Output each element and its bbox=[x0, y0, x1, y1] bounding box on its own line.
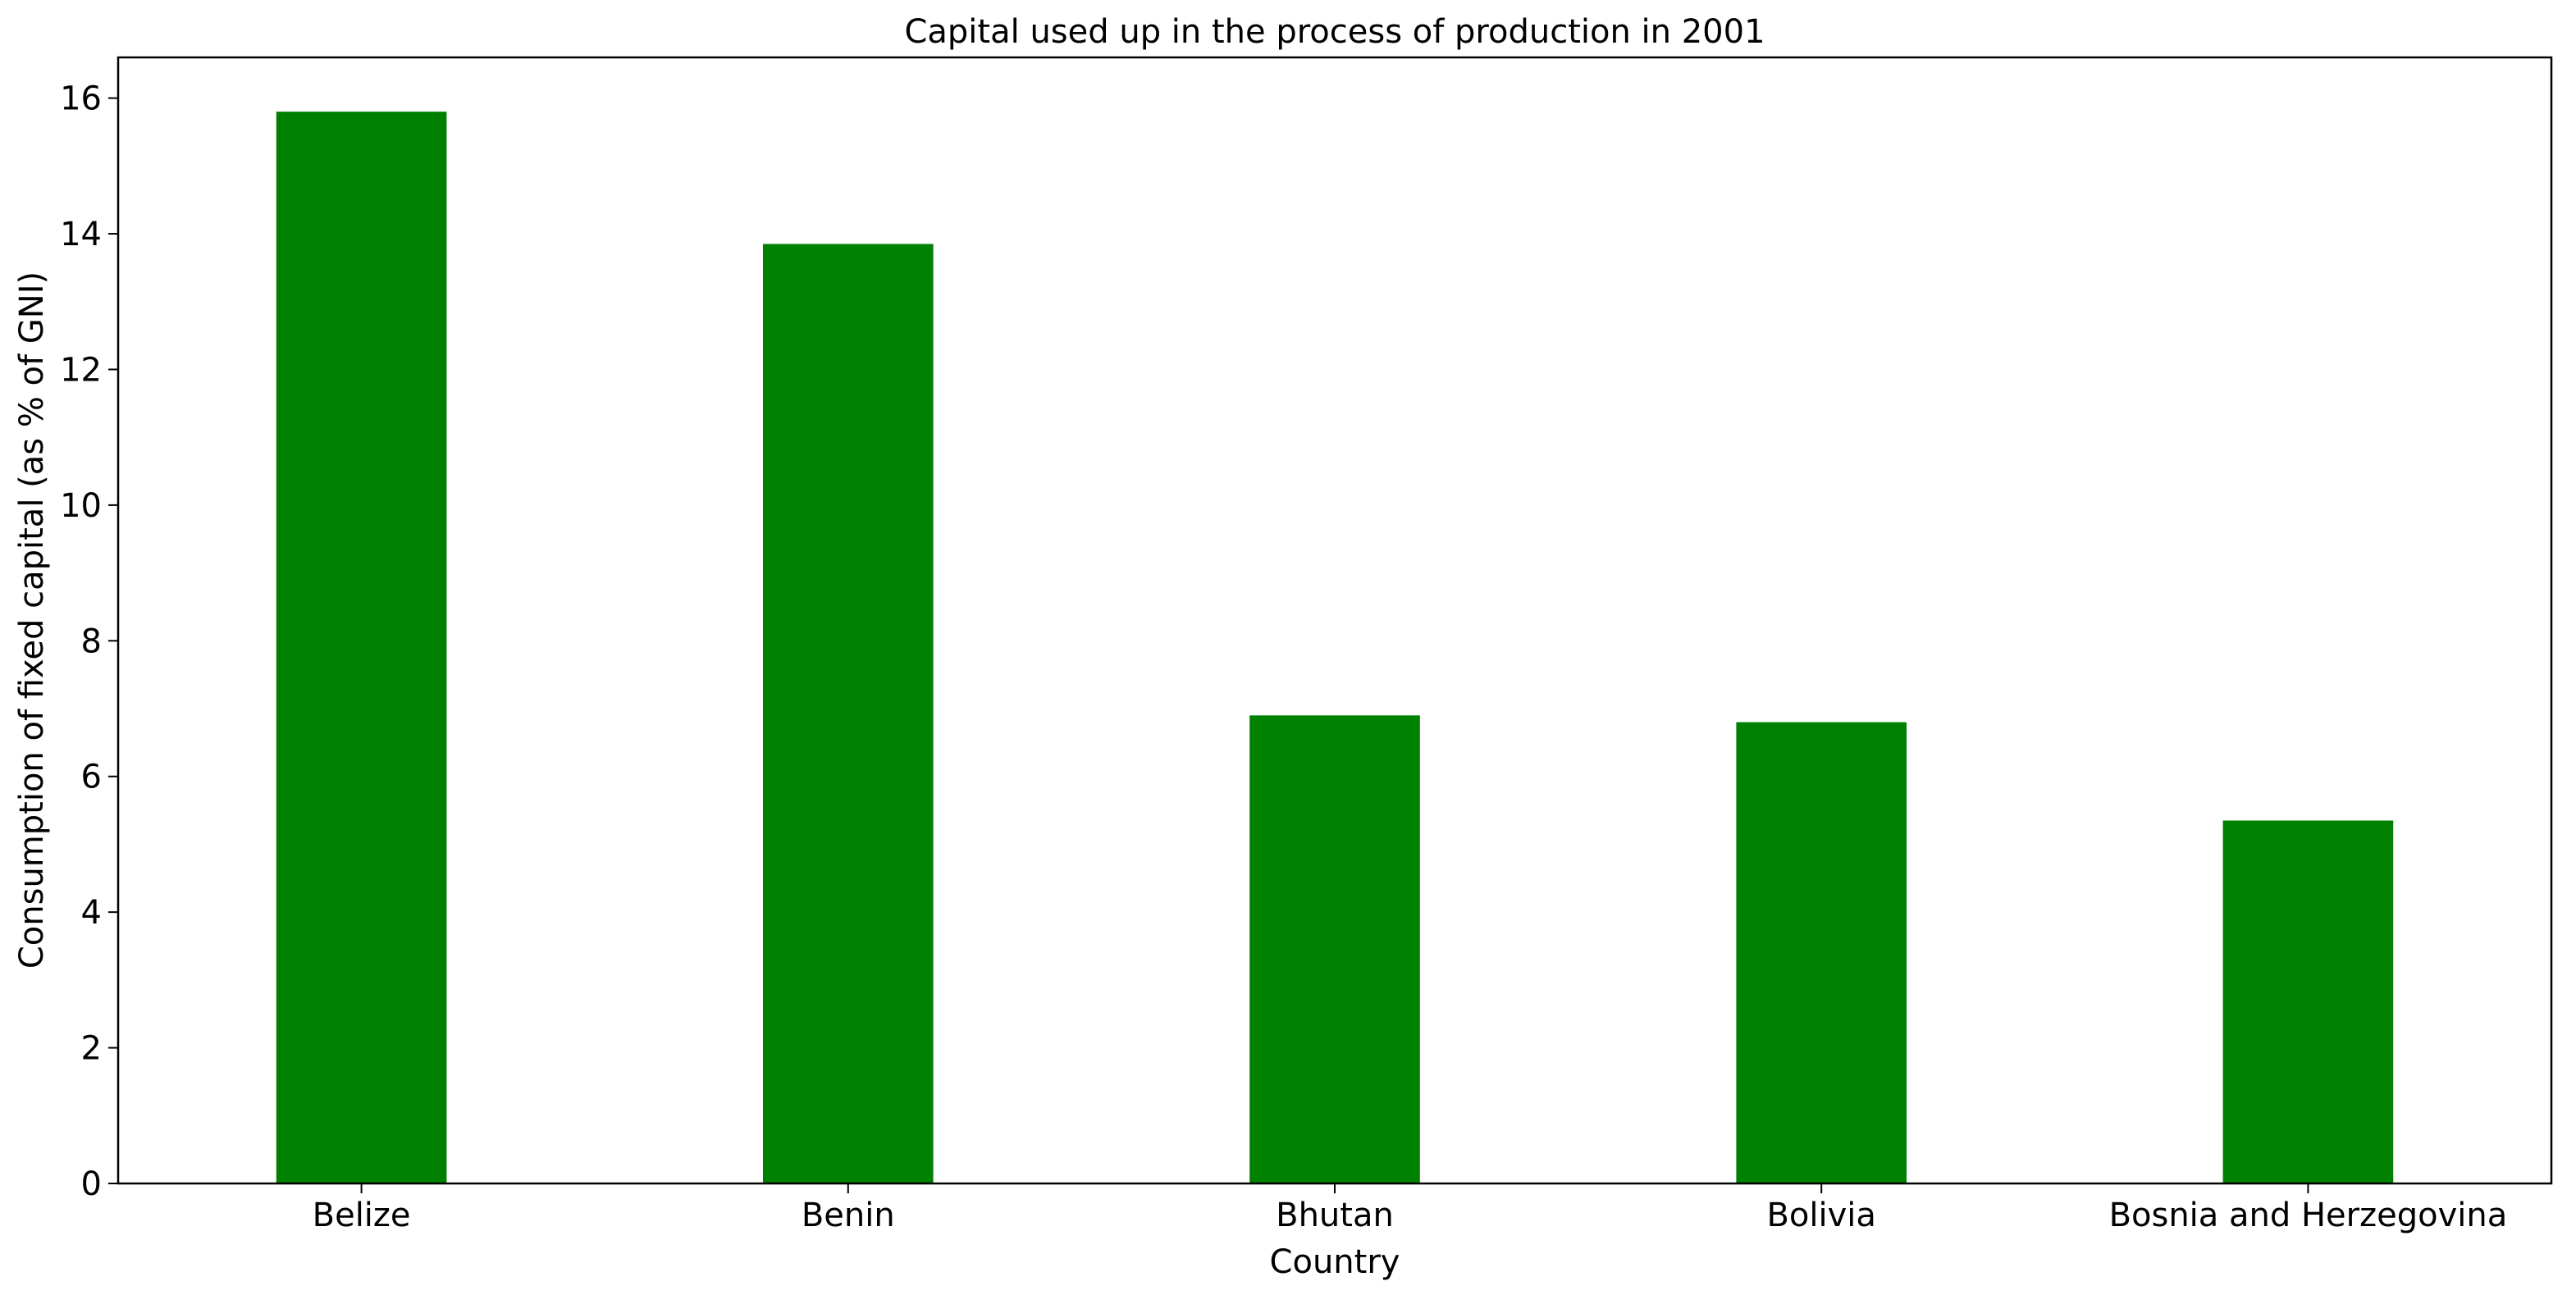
bar-benin bbox=[762, 244, 934, 1183]
x-axis: Belize Benin Bhutan Bolivia Bosnia and Herze… bbox=[313, 1183, 2508, 1234]
bar-bosnia-and-herzegovina bbox=[2222, 820, 2394, 1183]
x-tick-label: Bosnia and Herzegovina bbox=[2109, 1197, 2508, 1234]
y-axis-label: Consumption of fixed capital (as % of GN… bbox=[13, 271, 51, 969]
y-tick-label: 8 bbox=[81, 622, 102, 660]
bars-group bbox=[276, 112, 2394, 1183]
y-tick-label: 2 bbox=[81, 1030, 102, 1068]
y-tick-label: 10 bbox=[60, 487, 102, 525]
x-tick-label: Benin bbox=[802, 1197, 895, 1234]
y-tick-label: 14 bbox=[60, 216, 102, 253]
x-tick-label: Bhutan bbox=[1276, 1197, 1394, 1234]
y-tick-label: 6 bbox=[81, 759, 102, 796]
y-tick-label: 12 bbox=[60, 351, 102, 389]
chart-title: Capital used up in the process of produc… bbox=[904, 13, 1765, 51]
x-tick-label: Bolivia bbox=[1766, 1197, 1875, 1234]
bar-belize bbox=[276, 112, 447, 1183]
bar-bhutan bbox=[1249, 715, 1420, 1183]
x-tick-label: Belize bbox=[313, 1197, 411, 1234]
bar-bolivia bbox=[1736, 722, 1907, 1183]
x-axis-label: Country bbox=[1270, 1243, 1400, 1281]
y-tick-label: 0 bbox=[81, 1165, 102, 1203]
y-axis: 0 2 4 6 8 10 12 14 16 bbox=[60, 80, 118, 1203]
y-tick-label: 4 bbox=[81, 894, 102, 932]
y-tick-label: 16 bbox=[60, 80, 102, 118]
